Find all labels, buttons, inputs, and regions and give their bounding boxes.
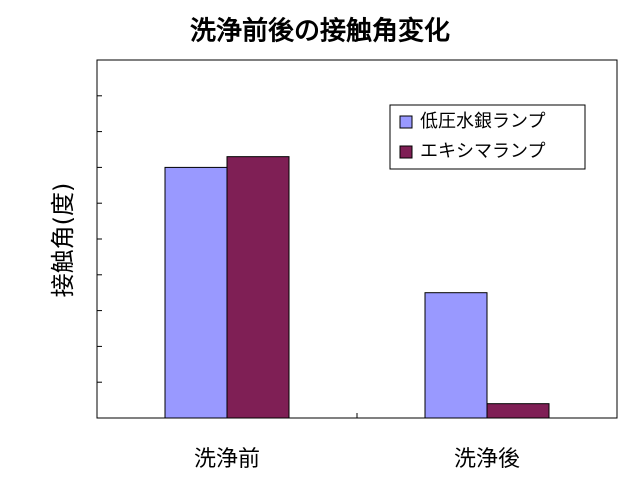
y-axis-label: 接触角(度) [49, 183, 77, 298]
x-tick-label: 洗浄後 [454, 447, 520, 472]
chart-title: 洗浄前後の接触角変化 [190, 16, 450, 47]
bar [164, 166, 228, 419]
legend-label: エキシマランプ [420, 141, 545, 162]
x-tick-label: 洗浄前 [194, 447, 260, 472]
legend-swatch [399, 115, 413, 129]
bar [486, 403, 550, 419]
legend-swatch [399, 145, 413, 159]
bar [226, 156, 290, 419]
legend-label: 低圧水銀ランプ [420, 111, 545, 132]
bar [424, 292, 488, 419]
legend-box [389, 104, 586, 170]
